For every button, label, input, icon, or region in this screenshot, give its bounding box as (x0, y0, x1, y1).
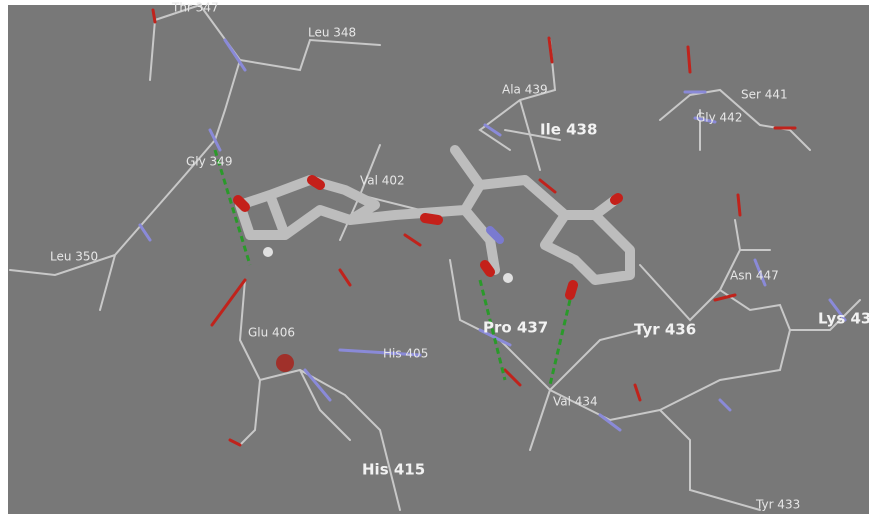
residue-label: Ile 438 (540, 121, 597, 139)
ligand (233, 145, 635, 300)
residue-label: Gly 442 (696, 111, 742, 125)
residue-label: Ala 439 (502, 83, 548, 97)
residue-label: Asn 447 (730, 269, 779, 283)
residue-label: His 405 (383, 347, 428, 361)
residue-label: Val 402 (360, 174, 405, 188)
protein-sticks (9, 4, 861, 511)
hydrogen-bonds (213, 149, 572, 386)
residue-label: Val 434 (553, 395, 598, 409)
background (8, 5, 869, 514)
residue-label: Tyr 436 (634, 321, 696, 339)
atom-hydrogen (263, 247, 273, 257)
residue-label: Lys 43 (818, 310, 869, 328)
residue-label: Gly 349 (186, 155, 232, 169)
residue-label: Glu 406 (248, 326, 295, 340)
residue-label: Ser 441 (741, 88, 788, 102)
residue-label: Thr 347 (171, 1, 219, 15)
atom-sphere (276, 354, 294, 372)
residue-label: Tyr 433 (755, 498, 800, 512)
residue-label: His 415 (362, 461, 425, 479)
residue-label: Pro 437 (483, 319, 548, 337)
residue-label: Leu 350 (50, 250, 98, 264)
residue-label: Leu 348 (308, 26, 356, 40)
residue-labels: Thr 347 Leu 348 Ala 439 Ile 438 Ser 441 … (50, 1, 869, 512)
atom-hydrogen (503, 273, 513, 283)
